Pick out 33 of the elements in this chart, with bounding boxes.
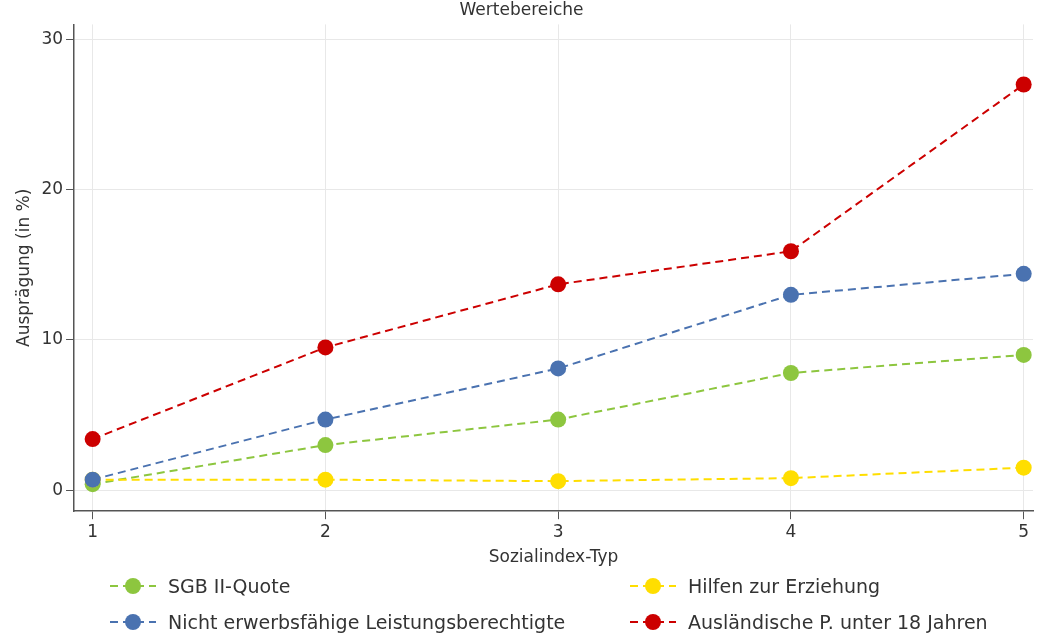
point xyxy=(782,286,799,303)
y-tick-label: 0 xyxy=(52,478,64,499)
legend-label: SGB II-Quote xyxy=(168,575,291,597)
point xyxy=(782,364,799,381)
x-tick-label: 5 xyxy=(1018,520,1030,541)
y-axis-title: Ausprägung (in %) xyxy=(12,188,33,347)
point xyxy=(317,339,334,356)
point xyxy=(1015,76,1032,93)
x-tick-label: 2 xyxy=(320,520,331,541)
point xyxy=(1015,459,1032,476)
point xyxy=(550,473,567,490)
x-tick-label: 3 xyxy=(552,520,564,541)
point xyxy=(1015,346,1032,363)
legend-label: Nicht erwerbsfähige Leistungsberechtigte xyxy=(168,611,566,633)
point xyxy=(550,360,567,377)
point xyxy=(1015,265,1032,282)
x-tick-label: 4 xyxy=(785,520,797,541)
y-tick-label: 10 xyxy=(41,328,64,349)
legend-label: Hilfen zur Erziehung xyxy=(688,575,881,597)
point xyxy=(317,411,334,428)
y-tick-label: 30 xyxy=(41,27,64,48)
x-tick-label: 1 xyxy=(87,520,99,541)
chart-title: Wertebereiche xyxy=(459,0,584,19)
legend-label: Ausländische P. unter 18 Jahren xyxy=(688,611,988,633)
point xyxy=(782,470,799,487)
point xyxy=(317,437,334,454)
point xyxy=(550,276,567,293)
point xyxy=(782,243,799,260)
point xyxy=(550,411,567,428)
point xyxy=(317,471,334,488)
point xyxy=(84,431,101,448)
x-axis-title: Sozialindex-Typ xyxy=(488,546,619,567)
y-tick-label: 20 xyxy=(41,178,64,199)
